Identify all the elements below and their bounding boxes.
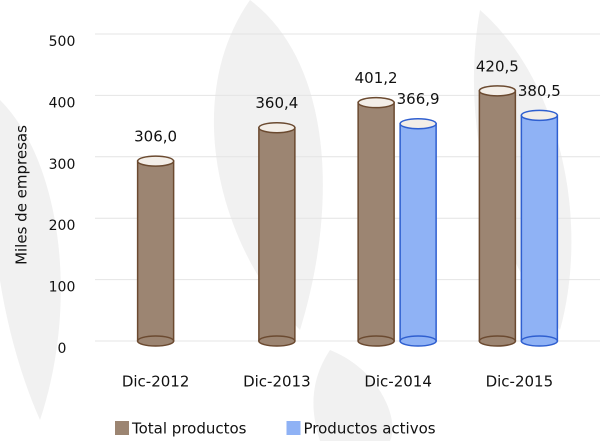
bar-base (136, 335, 175, 347)
data-label: 360,4 (255, 94, 298, 112)
bar (136, 155, 175, 347)
data-label: 366,9 (397, 90, 440, 108)
bar-base (357, 335, 395, 347)
bar-body (399, 122, 437, 342)
bar-top (357, 96, 395, 109)
bar-top (399, 117, 437, 130)
y-tick-label: 0 (58, 341, 67, 357)
bar-base (478, 335, 517, 347)
legend-swatch (115, 421, 129, 435)
bar-base (258, 335, 296, 347)
data-label: 306,0 (134, 128, 177, 146)
legend-label: Total productos (131, 420, 247, 438)
data-label: 380,5 (518, 82, 561, 100)
data-label: 401,2 (355, 69, 398, 87)
bar-top (136, 155, 175, 167)
bar-top (258, 121, 296, 134)
x-tick-label: Dic-2012 (122, 373, 190, 391)
bar-base (399, 335, 437, 347)
bar-top (520, 109, 559, 122)
x-tick-label: Dic-2014 (364, 373, 432, 391)
bar (357, 96, 395, 347)
y-tick-label: 300 (49, 157, 76, 173)
legend-label: Productos activos (304, 420, 436, 438)
bar-base (520, 335, 559, 347)
bar-body (136, 160, 175, 342)
bar-body (258, 126, 296, 342)
bar (520, 109, 559, 347)
bar (399, 117, 437, 347)
legend-swatch (286, 421, 301, 435)
y-axis-label: Miles de empresas (13, 125, 31, 265)
y-tick-label: 500 (49, 34, 76, 50)
bar-body (520, 114, 559, 342)
bar-body (357, 101, 395, 342)
y-tick-label: 400 (49, 95, 76, 111)
data-label: 420,5 (476, 57, 519, 75)
y-tick-label: 100 (49, 280, 76, 296)
x-tick-label: Dic-2015 (486, 373, 554, 391)
bar (478, 85, 517, 347)
y-tick-label: 200 (49, 218, 76, 234)
bar-body (478, 90, 517, 342)
bar-top (478, 85, 517, 97)
bar (258, 121, 296, 347)
x-tick-label: Dic-2013 (243, 373, 311, 391)
